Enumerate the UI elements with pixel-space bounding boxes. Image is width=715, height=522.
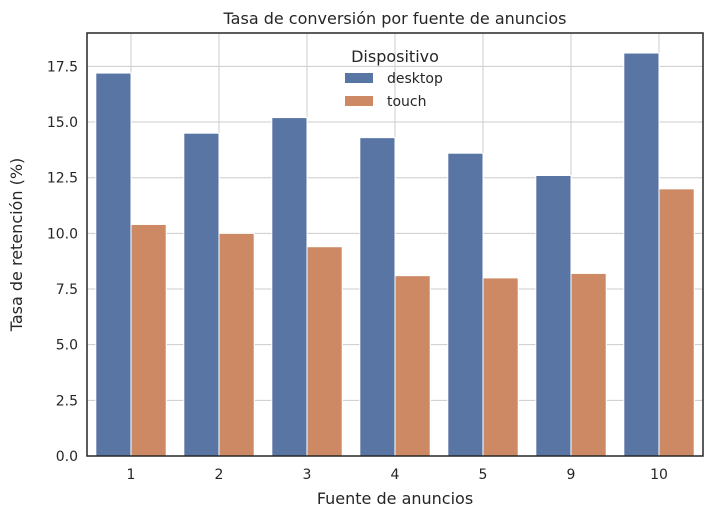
x-axis-ticks: 1 2 3 4 5 9 10 [127,467,668,483]
bar-touch-1 [130,223,167,457]
bar-touch-3 [306,246,343,457]
x-tick-label: 4 [391,467,400,483]
y-tick-label: 12.5 [47,171,78,187]
y-axis-ticks: 0.0 2.5 5.0 7.5 10.0 12.5 15.0 17.5 [47,59,78,465]
x-tick-label: 9 [567,467,576,483]
legend-swatch-touch [345,96,373,106]
x-tick-label: 5 [479,467,488,483]
legend-label-desktop: desktop [387,71,443,87]
x-tick-label: 1 [127,467,136,483]
bar-touch-9 [570,272,607,457]
x-tick-label: 2 [215,467,224,483]
legend-label-touch: touch [387,94,427,110]
x-axis-label: Fuente de anuncios [317,489,473,508]
plot-frame [86,32,704,457]
y-axis-label: Tasa de retención (%) [7,158,26,333]
y-tick-label: 2.5 [56,393,78,409]
legend-title: Dispositivo [351,47,439,66]
x-tick-label: 3 [303,467,312,483]
bar-touch-2 [218,232,255,457]
bar-desktop-1 [95,72,132,457]
y-tick-label: 15.0 [47,115,78,131]
bar-desktop-10 [623,52,660,457]
chart-title: Tasa de conversión por fuente de anuncio… [223,9,567,28]
y-tick-label: 17.5 [47,59,78,75]
bar-touch-4 [394,275,431,457]
legend: Dispositivo desktop touch [345,47,443,110]
bar-touch-10 [658,188,695,457]
y-tick-label: 7.5 [56,282,78,298]
bar-desktop-9 [535,174,572,457]
y-tick-label: 10.0 [47,226,78,242]
bar-desktop-5 [447,152,484,457]
bar-touch-5 [482,277,519,457]
legend-swatch-desktop [345,73,373,83]
bars-layer [95,52,695,457]
bar-desktop-4 [359,137,396,457]
y-tick-label: 0.0 [56,449,78,465]
x-tick-label: 10 [650,467,668,483]
bar-desktop-2 [183,132,220,457]
y-tick-label: 5.0 [56,338,78,354]
bar-desktop-3 [271,117,308,457]
